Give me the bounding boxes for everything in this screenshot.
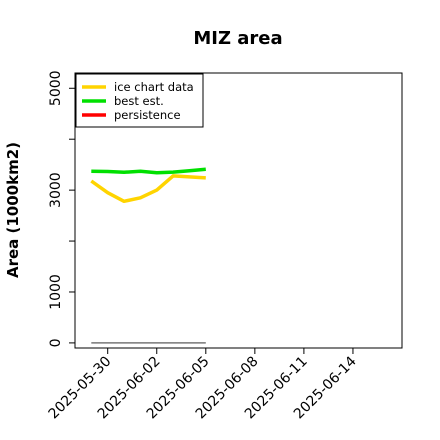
plot-area-frame: [74, 72, 403, 349]
x-axis: 2025-05-302025-06-022025-06-052025-06-08…: [46, 348, 360, 422]
series-layer: [90, 167, 206, 344]
y-tick-label: 5000: [48, 70, 64, 106]
y-tick-label: 0: [48, 338, 64, 347]
chart-title: MIZ area: [193, 28, 282, 49]
legend-label: persistence: [114, 108, 181, 122]
legend-label: best est.: [114, 94, 164, 108]
y-tick-label: 1000: [48, 274, 64, 310]
legend-label: ice chart data: [114, 80, 194, 94]
series-line-1: [90, 174, 206, 204]
y-tick-label: 3000: [48, 172, 64, 208]
series-line-2: [91, 167, 206, 175]
y-axis: 0 1000 3000 5000: [48, 70, 75, 347]
y-axis-label: Area (1000km2): [4, 142, 22, 278]
